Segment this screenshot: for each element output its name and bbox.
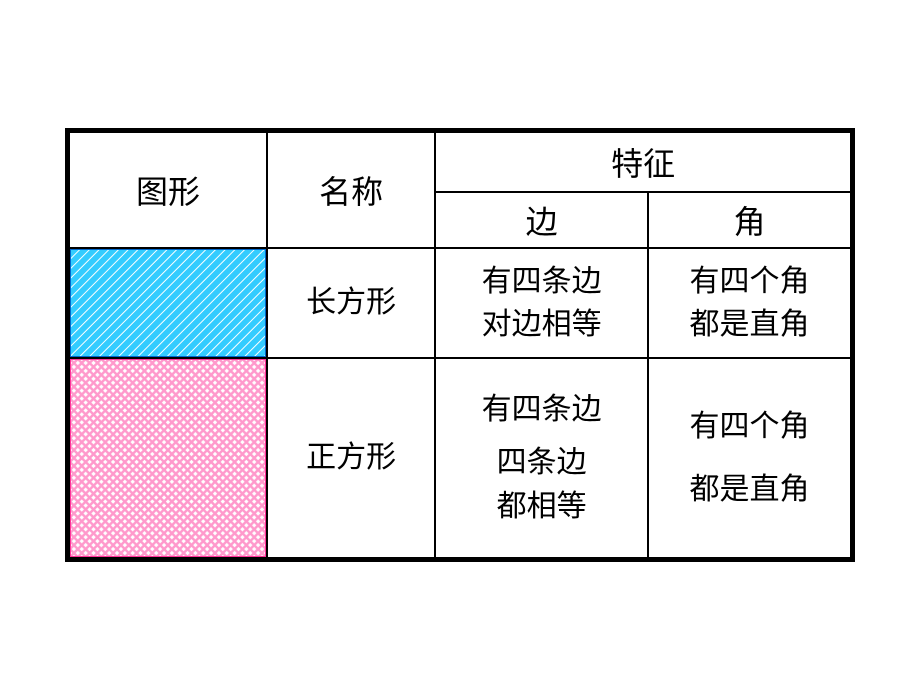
table-header-row-1: 图形 名称 特征 [69, 132, 851, 192]
rectangle-icon [70, 249, 266, 357]
header-edge: 边 [435, 192, 648, 248]
header-feature: 特征 [435, 132, 851, 192]
square-corner-line2: 都是直角 [653, 468, 846, 512]
rectangle-corner: 有四个角 都是直角 [648, 248, 851, 358]
square-edge-line1: 有四条边 [440, 388, 643, 432]
rectangle-name: 长方形 [267, 248, 435, 358]
square-name: 正方形 [267, 358, 435, 558]
rectangle-corner-line1: 有四个角 [653, 260, 846, 304]
square-shape-cell [69, 358, 267, 558]
table-row-rectangle: 长方形 有四条边 对边相等 有四个角 都是直角 [69, 248, 851, 358]
properties-table-container: 图形 名称 特征 边 角 长方形 [65, 128, 855, 562]
rectangle-edge-line2: 对边相等 [440, 303, 643, 347]
rectangle-edge-line1: 有四条边 [440, 260, 643, 304]
square-icon [70, 359, 266, 557]
header-shape: 图形 [69, 132, 267, 248]
rectangle-edge: 有四条边 对边相等 [435, 248, 648, 358]
square-edge: 有四条边 四条边 都相等 [435, 358, 648, 558]
header-name: 名称 [267, 132, 435, 248]
shape-properties-table: 图形 名称 特征 边 角 长方形 [68, 131, 852, 559]
square-corner-line1: 有四个角 [653, 405, 846, 449]
rectangle-corner-line2: 都是直角 [653, 303, 846, 347]
square-edge-line3: 都相等 [440, 485, 643, 529]
rectangle-shape-cell [69, 248, 267, 358]
table-row-square: 正方形 有四条边 四条边 都相等 有四个角 都是直角 [69, 358, 851, 558]
header-corner: 角 [648, 192, 851, 248]
square-corner: 有四个角 都是直角 [648, 358, 851, 558]
square-edge-line2: 四条边 [440, 441, 643, 485]
